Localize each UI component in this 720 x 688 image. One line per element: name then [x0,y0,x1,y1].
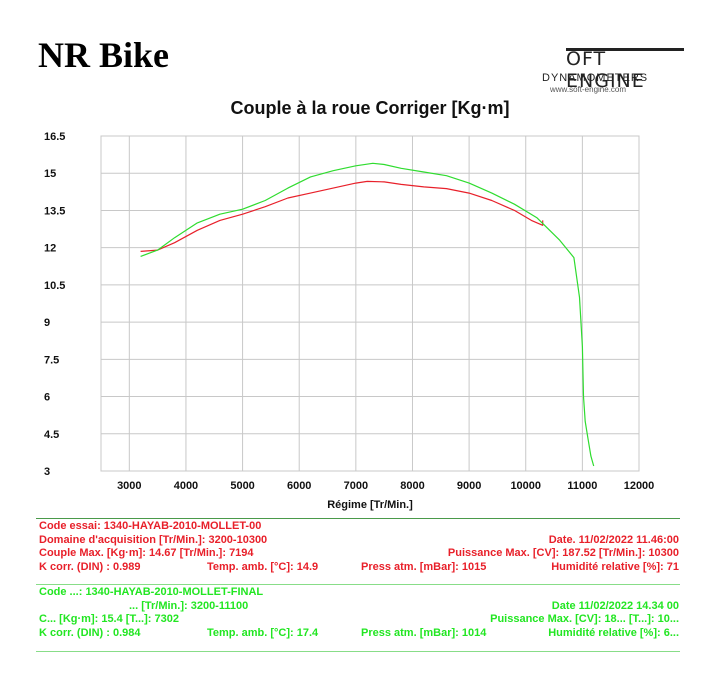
run2-puissance-max: Puissance Max. [CV]: 18... [T...]: 10... [490,613,679,625]
y-tick-label: 15 [44,168,56,180]
x-tick-label: 11000 [567,480,597,492]
y-tick-label: 3 [44,466,50,478]
soft-engine-logo: OFT ENGINE DYNAMOMETERS www.soft-engine.… [520,48,690,98]
run2-press: Press atm. [mBar]: 1014 [361,626,487,639]
run2-domaine: ... [Tr/Min.]: 3200-11100 [129,599,249,612]
green-torque-line [140,162,595,467]
run2-divider [36,584,680,585]
run1-temp: Temp. amb. [°C]: 14.9 [207,560,319,573]
run2-row-4: K corr. (DIN) : 0.984 Temp. amb. [°C]: 1… [39,627,679,641]
run2-date: Date 11/02/2022 14.34 00 [551,599,679,612]
run2-row-1: Code ...: 1340-HAYAB-2010-MOLLET-FINAL [39,586,679,600]
x-tick-label: 5000 [230,480,254,492]
run2-end-divider [36,651,680,652]
run1-row-2: Domaine d'acquisition [Tr/Min.]: 3200-10… [39,534,679,548]
logo-url: www.soft-engine.com [550,85,627,94]
x-tick-label: 12000 [624,480,655,492]
y-tick-label: 9 [44,317,50,329]
run1-row-1: Code essai: 1340-HAYAB-2010-MOLLET-00 [39,520,679,534]
run1-press: Press atm. [mBar]: 1015 [361,560,487,573]
run1-kcorr: K corr. (DIN) : 0.989 [39,560,141,573]
y-tick-label: 10.5 [44,280,65,292]
red-torque-line [140,180,544,252]
run1-row-4: K corr. (DIN) : 0.989 Temp. amb. [°C]: 1… [39,561,679,575]
chart-title: Couple à la roue Corriger [Kg·m] [230,98,510,118]
run1-divider [36,518,680,519]
y-tick-label: 12 [44,243,56,255]
run2-row-2: ... [Tr/Min.]: 3200-11100 Date 11/02/202… [39,600,679,614]
x-axis-label: Régime [Tr/Min.] [327,499,413,511]
x-tick-label: 4000 [174,480,198,492]
logo-bar [566,48,684,51]
x-tick-label: 8000 [400,480,424,492]
run1-domaine: Domaine d'acquisition [Tr/Min.]: 3200-10… [39,533,268,546]
plot-frame [100,135,640,472]
run1-code: Code essai: 1340-HAYAB-2010-MOLLET-00 [39,520,262,532]
run1-date: Date. 11/02/2022 11.46:00 [548,533,679,546]
x-tick-label: 9000 [457,480,481,492]
y-tick-label: 13.5 [44,205,65,217]
run2-row-3: C... [Kg·m]: 15.4 [T...]: 7302 Puissance… [39,613,679,627]
run1-row-3: Couple Max. [Kg·m]: 14.67 [Tr/Min.]: 719… [39,547,679,561]
y-tick-label: 16.5 [44,131,65,143]
y-tick-label: 6 [44,392,50,404]
run2-kcorr: K corr. (DIN) : 0.984 [39,626,141,639]
y-tick-label: 7.5 [44,354,59,366]
run2-code: Code ...: 1340-HAYAB-2010-MOLLET-FINAL [39,586,264,598]
x-tick-label: 7000 [344,480,368,492]
y-tick-label: 4.5 [44,429,59,441]
report-title: NR Bike [38,35,170,75]
x-tick-label: 6000 [287,480,311,492]
torque-chart: 3000 4000 5000 6000 7000 8000 9000 10000 11000 12… [44,131,655,511]
x-tick-label: 10000 [510,480,541,492]
run1-couple-max: Couple Max. [Kg·m]: 14.67 [Tr/Min.]: 719… [39,547,254,559]
run1-humidity: Humidité relative [%]: 71 [551,560,679,573]
x-tick-label: 3000 [117,480,141,492]
run2-couple-max: C... [Kg·m]: 15.4 [T...]: 7302 [39,613,179,625]
run2-humidity: Humidité relative [%]: 6... [548,626,679,639]
run1-puissance-max: Puissance Max. [CV]: 187.52 [Tr/Min.]: 1… [447,547,679,559]
logo-subtitle: DYNAMOMETERS [542,72,649,84]
logo-brand: OFT ENGINE [566,48,645,92]
run2-temp: Temp. amb. [°C]: 17.4 [207,626,319,639]
